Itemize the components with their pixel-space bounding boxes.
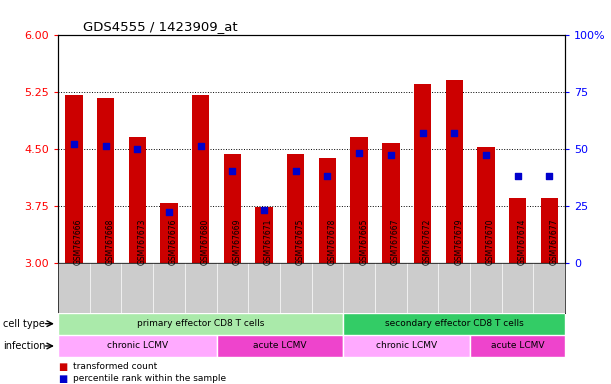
Bar xyxy=(509,198,526,263)
Text: primary effector CD8 T cells: primary effector CD8 T cells xyxy=(137,319,265,328)
Point xyxy=(418,129,428,136)
Point xyxy=(69,141,79,147)
Bar xyxy=(445,80,463,263)
Point xyxy=(196,143,205,149)
Text: GSM767672: GSM767672 xyxy=(423,219,431,265)
Bar xyxy=(65,95,82,263)
Bar xyxy=(192,95,210,263)
Bar xyxy=(97,98,114,263)
Text: GSM767676: GSM767676 xyxy=(169,218,178,265)
Bar xyxy=(382,142,400,263)
Text: infection: infection xyxy=(3,341,46,351)
Point xyxy=(227,168,237,174)
Bar xyxy=(319,158,336,263)
Bar xyxy=(160,204,178,263)
Bar xyxy=(343,313,565,335)
Point xyxy=(259,207,269,213)
Bar xyxy=(414,84,431,263)
Text: acute LCMV: acute LCMV xyxy=(491,341,544,351)
Text: GDS4555 / 1423909_at: GDS4555 / 1423909_at xyxy=(83,20,238,33)
Bar xyxy=(477,147,495,263)
Text: GSM767671: GSM767671 xyxy=(264,219,273,265)
Bar xyxy=(58,335,216,357)
Text: GSM767679: GSM767679 xyxy=(454,218,463,265)
Bar xyxy=(255,207,273,263)
Text: GSM767668: GSM767668 xyxy=(106,219,115,265)
Text: GSM767674: GSM767674 xyxy=(518,218,527,265)
Text: ■: ■ xyxy=(58,361,67,372)
Text: GSM767678: GSM767678 xyxy=(327,219,337,265)
Point xyxy=(544,173,554,179)
Bar xyxy=(287,154,304,263)
Bar xyxy=(351,137,368,263)
Point xyxy=(323,173,332,179)
Bar xyxy=(58,313,343,335)
Bar xyxy=(343,335,470,357)
Point xyxy=(354,150,364,156)
Point xyxy=(449,129,459,136)
Text: ■: ■ xyxy=(58,374,67,384)
Point xyxy=(291,168,301,174)
Point xyxy=(481,152,491,159)
Text: GSM767665: GSM767665 xyxy=(359,218,368,265)
Point xyxy=(133,146,142,152)
Text: cell type: cell type xyxy=(3,319,45,329)
Text: chronic LCMV: chronic LCMV xyxy=(107,341,168,351)
Point xyxy=(164,209,174,215)
Bar xyxy=(224,154,241,263)
Point xyxy=(513,173,522,179)
Text: secondary effector CD8 T cells: secondary effector CD8 T cells xyxy=(385,319,524,328)
Text: acute LCMV: acute LCMV xyxy=(253,341,307,351)
Text: percentile rank within the sample: percentile rank within the sample xyxy=(73,374,227,383)
Point xyxy=(386,152,396,159)
Text: transformed count: transformed count xyxy=(73,362,158,371)
Text: GSM767677: GSM767677 xyxy=(549,218,558,265)
Bar xyxy=(470,335,565,357)
Text: GSM767666: GSM767666 xyxy=(74,218,83,265)
Point xyxy=(101,143,111,149)
Text: GSM767670: GSM767670 xyxy=(486,218,495,265)
Text: GSM767680: GSM767680 xyxy=(200,219,210,265)
Bar xyxy=(541,198,558,263)
Text: GSM767673: GSM767673 xyxy=(137,218,146,265)
Text: GSM767669: GSM767669 xyxy=(232,218,241,265)
Text: chronic LCMV: chronic LCMV xyxy=(376,341,437,351)
Bar xyxy=(128,137,146,263)
Text: GSM767675: GSM767675 xyxy=(296,218,305,265)
Text: GSM767667: GSM767667 xyxy=(391,218,400,265)
Bar xyxy=(216,335,343,357)
